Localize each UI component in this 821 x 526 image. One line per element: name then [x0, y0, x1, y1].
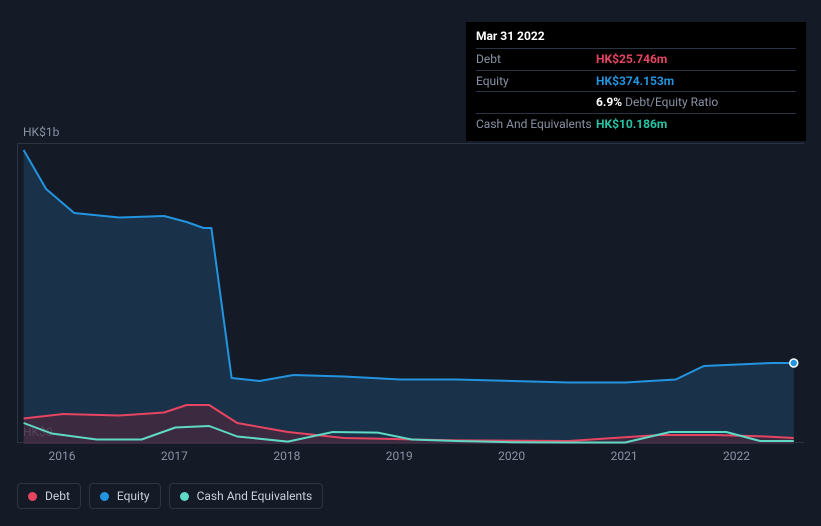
- tooltip-label: Equity: [476, 73, 596, 90]
- series-fill-equity: [24, 150, 794, 444]
- legend-item-equity[interactable]: Equity: [89, 483, 161, 509]
- chart-tooltip: Mar 31 2022 DebtHK$25.746mEquityHK$374.1…: [466, 22, 806, 141]
- chart-area: [17, 143, 804, 443]
- x-axis-label: 2021: [611, 449, 638, 463]
- tooltip-row: DebtHK$25.746m: [476, 48, 796, 70]
- chart-svg: [18, 144, 805, 444]
- tooltip-value: 6.9% Debt/Equity Ratio: [596, 94, 718, 111]
- x-axis-label: 2019: [386, 449, 413, 463]
- tooltip-label: Cash And Equivalents: [476, 116, 596, 133]
- legend-dot-icon: [28, 492, 37, 501]
- tooltip-row: 6.9% Debt/Equity Ratio: [476, 91, 796, 113]
- x-axis-label: 2016: [48, 449, 75, 463]
- tooltip-value: HK$10.186m: [596, 116, 667, 133]
- x-axis-label: 2018: [273, 449, 300, 463]
- x-axis-label: 2020: [498, 449, 525, 463]
- tooltip-label: Debt: [476, 51, 596, 68]
- tooltip-label: [476, 94, 596, 111]
- tooltip-row: Cash And EquivalentsHK$10.186m: [476, 113, 796, 135]
- legend-item-cash-and-equivalents[interactable]: Cash And Equivalents: [169, 483, 324, 509]
- legend-item-debt[interactable]: Debt: [17, 483, 81, 509]
- x-axis-label: 2017: [161, 449, 188, 463]
- tooltip-date: Mar 31 2022: [476, 28, 796, 48]
- legend-dot-icon: [100, 492, 109, 501]
- tooltip-value: HK$25.746m: [596, 51, 667, 68]
- legend-label: Debt: [45, 489, 70, 503]
- tooltip-row: EquityHK$374.153m: [476, 70, 796, 92]
- chart-marker: [790, 359, 798, 367]
- tooltip-value: HK$374.153m: [596, 73, 674, 90]
- legend: Debt Equity Cash And Equivalents: [17, 483, 323, 509]
- legend-label: Equity: [117, 489, 150, 503]
- legend-label: Cash And Equivalents: [197, 489, 313, 503]
- y-axis-label: HK$1b: [23, 125, 59, 139]
- legend-dot-icon: [180, 492, 189, 501]
- x-axis-label: 2022: [723, 449, 750, 463]
